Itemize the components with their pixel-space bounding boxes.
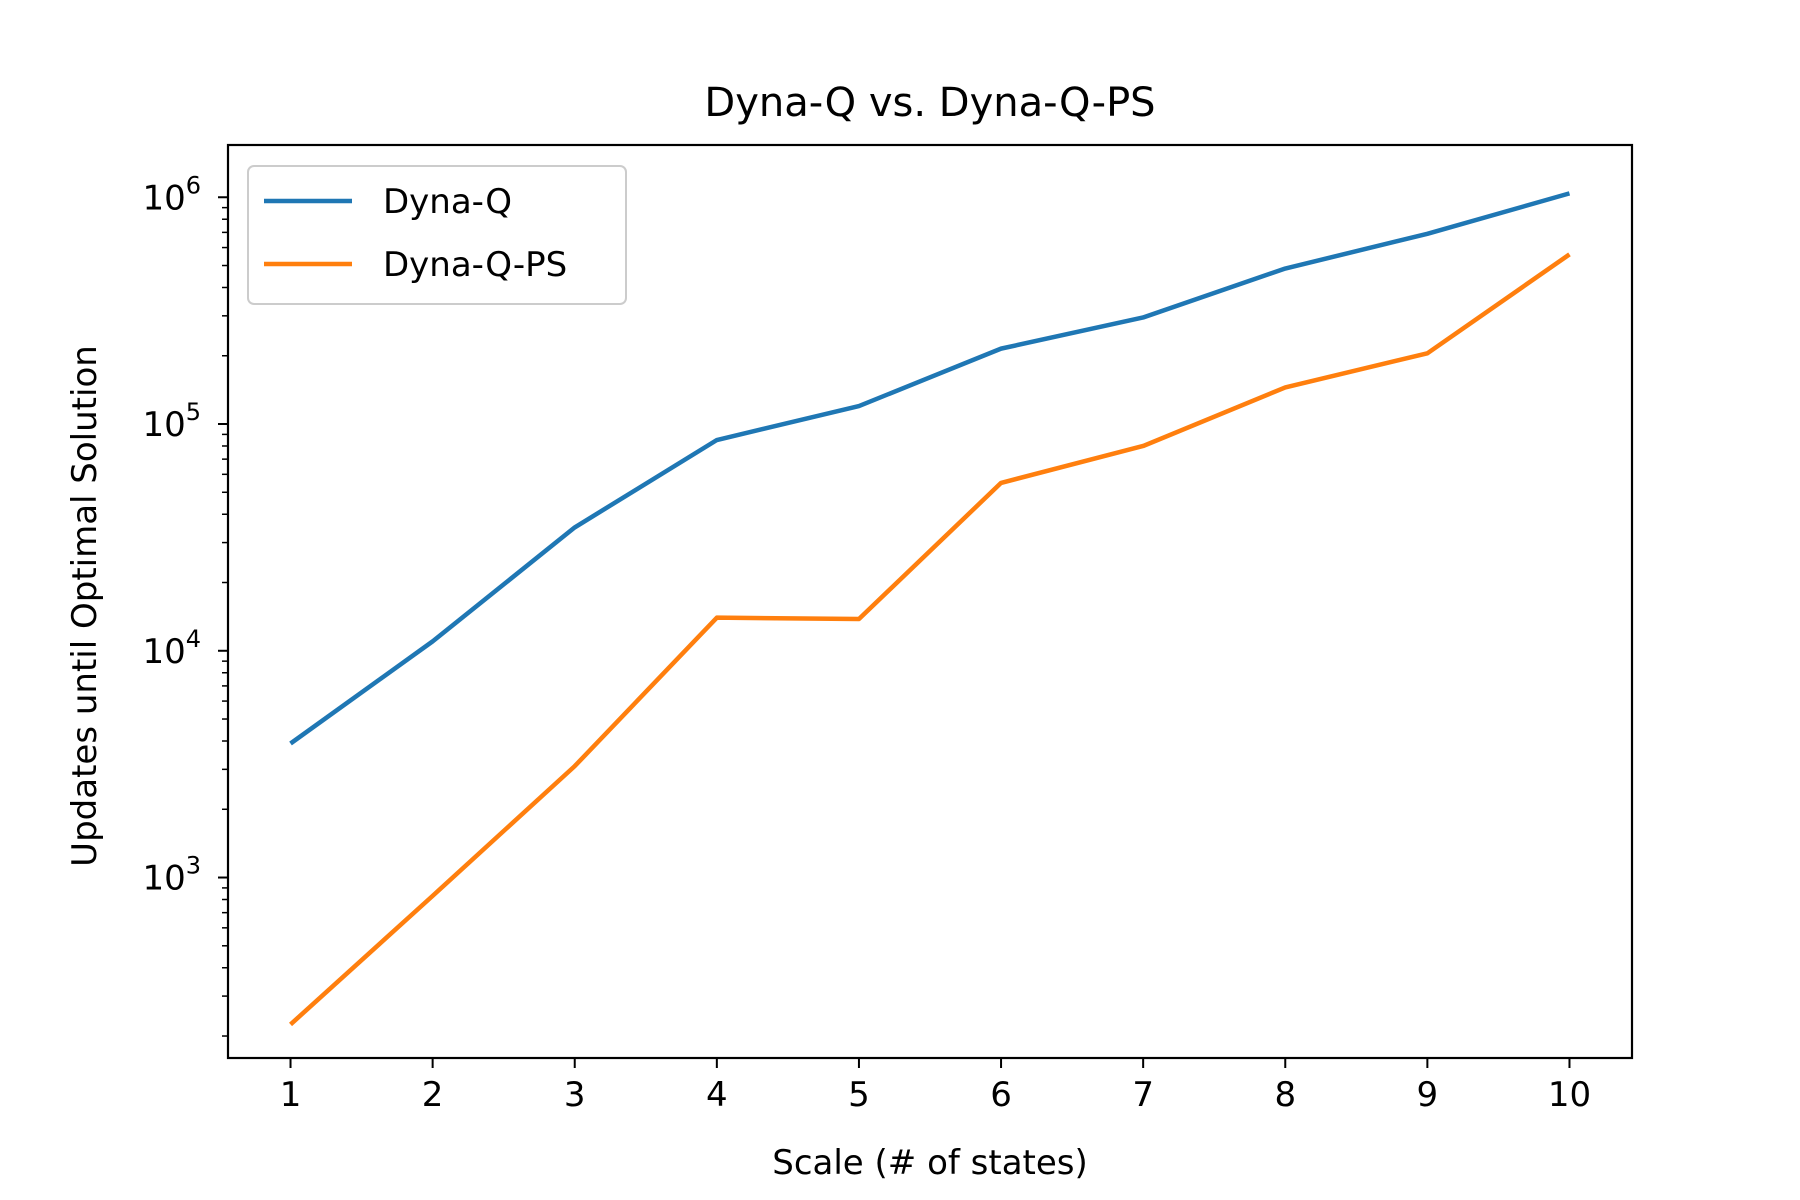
x-tick-label: 1	[280, 1075, 302, 1115]
x-tick-label: 10	[1548, 1075, 1591, 1115]
x-tick-label: 4	[706, 1075, 728, 1115]
x-tick-label: 8	[1274, 1075, 1296, 1115]
x-tick-label: 5	[848, 1075, 870, 1115]
chart-title: Dyna-Q vs. Dyna-Q-PS	[704, 80, 1155, 126]
series-layer	[289, 191, 1571, 1027]
y-tick-label: 106	[142, 171, 201, 218]
x-tick-label: 6	[990, 1075, 1012, 1115]
plot-frame	[226, 143, 1634, 1060]
x-axis-label: Scale (# of states)	[772, 1143, 1088, 1183]
y-axis-label: Updates until Optimal Solution	[65, 345, 105, 867]
y-tick-label: 104	[142, 625, 201, 672]
legend: Dyna-Q Dyna-Q-PS	[247, 165, 627, 305]
x-tick-label: 9	[1417, 1075, 1439, 1115]
y-tick-label: 103	[142, 852, 201, 899]
y-tick-label: 105	[142, 398, 201, 445]
x-tick-label: 3	[564, 1075, 586, 1115]
legend-label-dyna-q-ps: Dyna-Q-PS	[383, 245, 567, 285]
x-tick-label: 7	[1132, 1075, 1154, 1115]
x-tick-label: 2	[422, 1075, 444, 1115]
ticks-layer: 1 2 3 4 5 6 7 8 9 10 103 104 105 106	[142, 171, 1591, 1115]
series-line-dyna-q-ps	[289, 252, 1571, 1027]
legend-label-dyna-q: Dyna-Q	[383, 182, 512, 222]
series-line-dyna-q	[289, 191, 1571, 746]
